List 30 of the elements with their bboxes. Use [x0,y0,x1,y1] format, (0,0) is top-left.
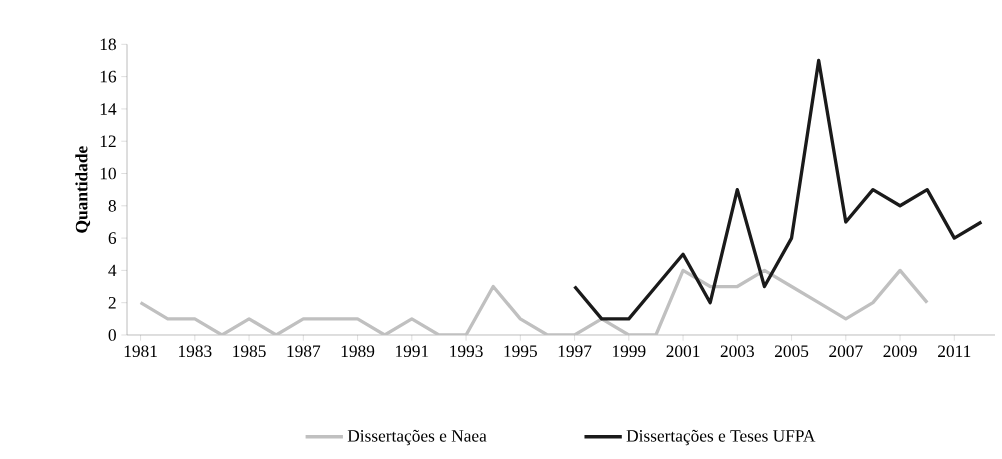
y-tick-label: 10 [100,167,116,180]
y-tick-label: 12 [100,135,116,147]
x-tick-label: 1995 [504,345,537,358]
x-tick-label: 1987 [287,345,321,358]
x-tick-label: 1989 [341,345,375,358]
y-axis-title: Quantidade [75,146,91,233]
y-tick-label: 14 [100,103,117,115]
x-tick-label: 2009 [883,345,917,358]
x-tick-label: 2003 [720,345,754,358]
legend-label: Dissertações e Naea [347,429,487,446]
y-tick-label: 18 [100,38,116,51]
x-tick-label: 1997 [558,345,592,358]
x-tick-label: 1999 [613,345,646,358]
x-tick-label: 2001 [666,345,700,358]
x-tick-label: 1983 [179,345,212,358]
y-tick-label: 2 [108,296,116,309]
x-tick-label: 2005 [774,345,809,358]
y-tick-label: 4 [108,264,117,277]
x-tick-label: 2011 [938,345,971,358]
x-tick-label: 1981 [124,345,157,358]
x-tick-label: 1985 [233,345,266,358]
y-tick-label: 6 [108,232,117,244]
legend-label: Dissertações e Teses UFPA [626,429,816,446]
y-tick-label: 8 [108,199,116,212]
x-tick-label: 2007 [829,345,863,358]
line-series [572,58,984,321]
x-tick-label: 1993 [450,345,483,358]
x-tick-label: 1991 [396,345,429,358]
y-tick-label: 16 [100,70,117,83]
y-tick-label: 0 [108,329,116,341]
